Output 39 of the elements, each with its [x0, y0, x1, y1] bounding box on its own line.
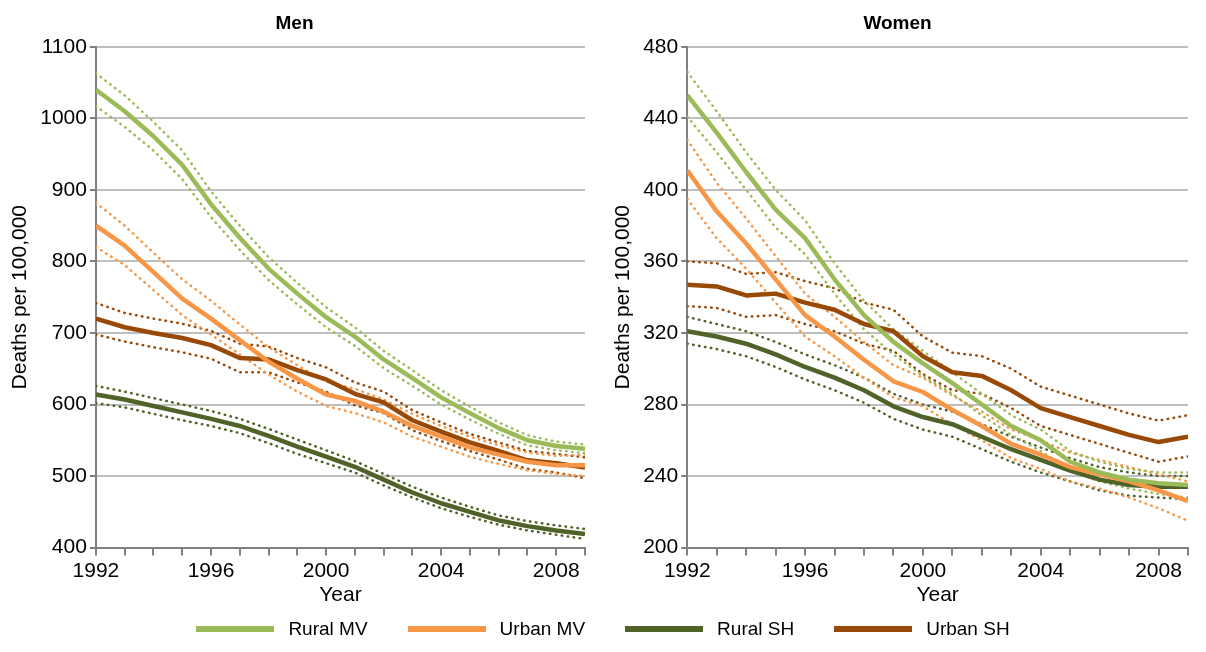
- line-series: [95, 301, 585, 459]
- x-tick-label: 2008: [532, 558, 580, 581]
- legend-label: Rural MV: [288, 618, 368, 640]
- y-axis-title: Deaths per 100,000: [610, 204, 634, 390]
- y-tick-label: 320: [643, 319, 679, 343]
- y-tick-label: 1000: [40, 105, 87, 129]
- y-tick-label: 500: [51, 462, 87, 486]
- x-axis-title: Year: [319, 582, 362, 606]
- y-tick-label: 800: [51, 248, 87, 272]
- y-tick-label: 240: [643, 462, 679, 486]
- y-tick-label: 400: [643, 176, 679, 200]
- y-tick-label: 200: [643, 534, 679, 558]
- legend-label: Urban SH: [926, 618, 1010, 640]
- y-tick-label: 1100: [41, 33, 87, 57]
- x-tick-label: 2008: [1135, 558, 1182, 581]
- line-series: [687, 260, 1188, 422]
- x-tick-label: 1996: [187, 558, 235, 581]
- x-axis-title: Year: [916, 582, 959, 606]
- y-tick-label: 360: [643, 248, 679, 272]
- x-tick-label: 1996: [781, 558, 829, 581]
- x-tick-label: 2004: [1017, 558, 1065, 581]
- chart-title: Men: [275, 11, 314, 33]
- y-tick-label: 440: [643, 105, 679, 129]
- y-tick-label: 600: [51, 391, 87, 415]
- chart-title: Women: [863, 11, 932, 33]
- legend-label: Rural SH: [717, 618, 795, 640]
- y-tick-label: 900: [51, 176, 87, 200]
- y-tick-label: 700: [51, 319, 87, 343]
- y-axis-title: Deaths per 100,000: [7, 204, 31, 390]
- x-tick-label: 1992: [663, 558, 711, 581]
- y-tick-label: 480: [643, 33, 679, 57]
- x-tick-label: 2004: [417, 558, 465, 581]
- x-tick-label: 2000: [899, 558, 947, 581]
- y-tick-label: 400: [51, 534, 87, 558]
- y-tick-label: 280: [643, 391, 679, 415]
- legend-label: Urban MV: [499, 618, 586, 640]
- x-tick-label: 2000: [302, 558, 350, 581]
- x-tick-label: 1992: [72, 558, 120, 581]
- line-series: [95, 333, 585, 480]
